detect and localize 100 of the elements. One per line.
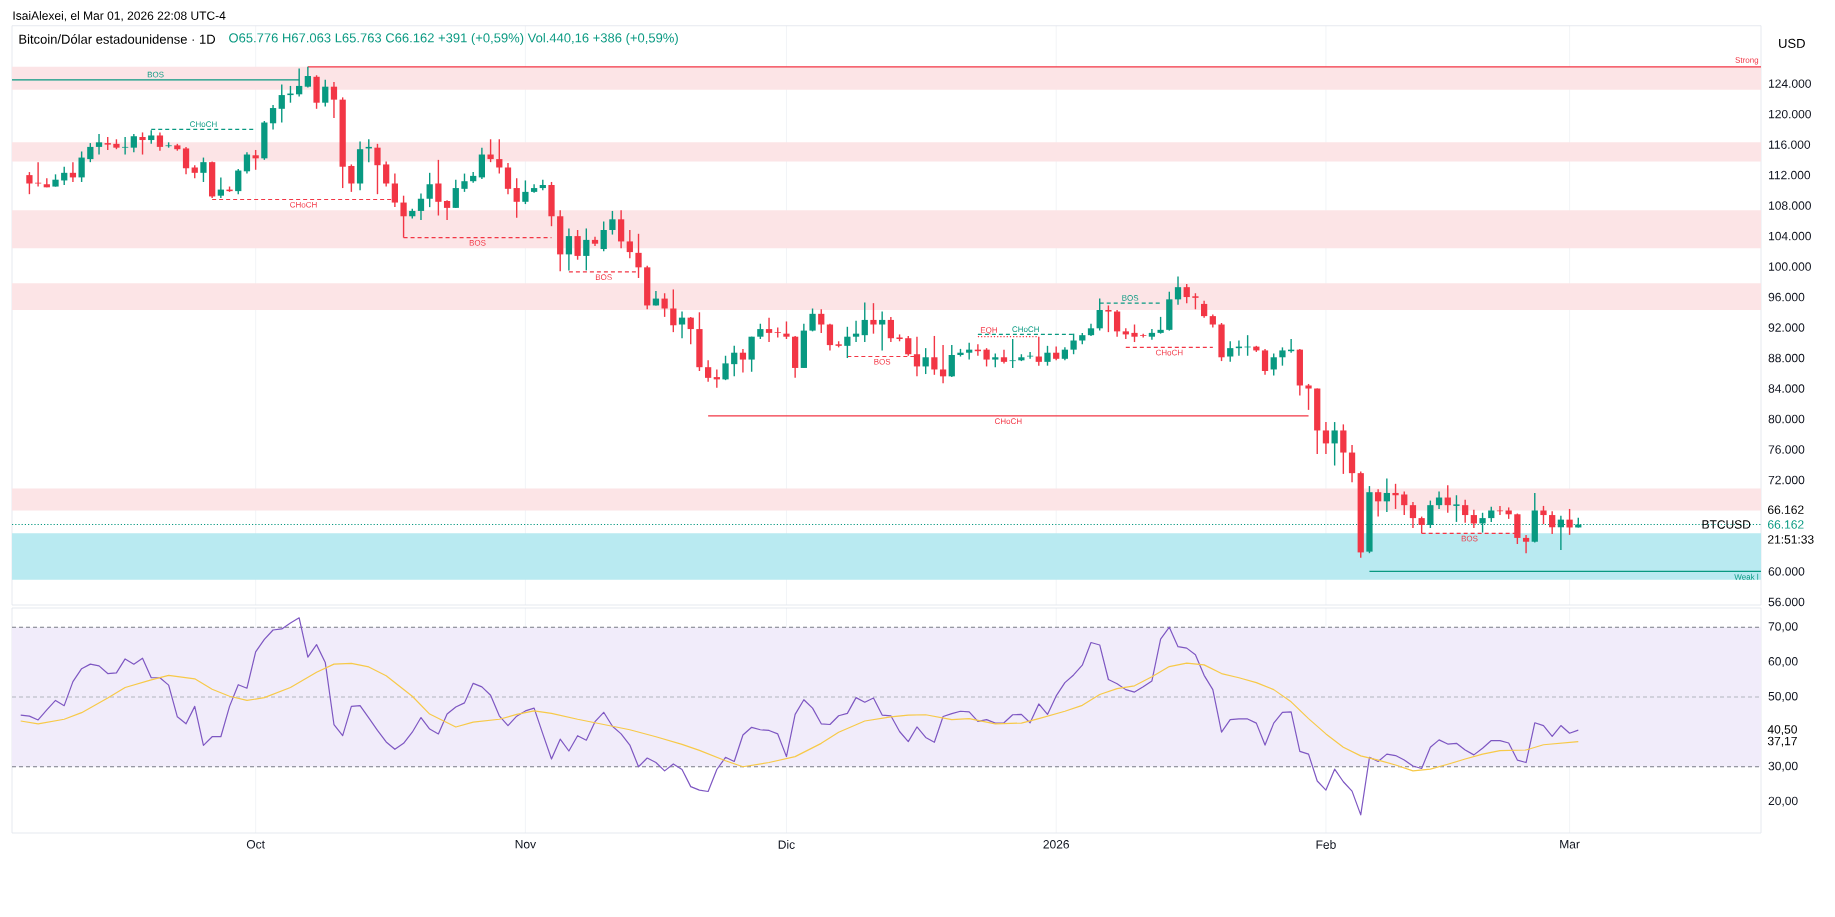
candlestick [330, 81, 338, 119]
y-tick-label: 30,00 [1768, 761, 1798, 772]
text: O65.776 H67.063 L65.763 C66.162 +391 (+0,59%) Vol.440,16 +386 (+0,59%) [229, 32, 678, 46]
candlestick [1462, 499, 1469, 524]
candlestick [931, 335, 938, 376]
candlestick [1409, 501, 1417, 529]
candlestick [200, 156, 207, 183]
candlestick [1383, 477, 1390, 513]
candlestick [156, 131, 164, 152]
candlestick [496, 138, 503, 175]
candlestick [617, 209, 625, 249]
candlestick [661, 292, 668, 318]
candlestick [43, 177, 50, 189]
text: Bitcoin/Dólar estadounidense · 1D [19, 34, 216, 44]
candlestick [217, 176, 224, 199]
annotation: BTCUSD [1702, 520, 1751, 529]
candlestick [1375, 488, 1382, 518]
line-series [20, 662, 1579, 772]
candlestick [1540, 505, 1547, 525]
candlestick [435, 159, 442, 217]
candlestick [748, 336, 755, 373]
series-label: EQH [980, 327, 997, 335]
candlestick [861, 301, 868, 343]
candlestick [452, 178, 459, 209]
candlestick [243, 151, 251, 175]
series-label: CHoCH [994, 418, 1022, 425]
y-tick-label: 124.000 [1768, 79, 1811, 88]
candlestick [913, 336, 921, 378]
candlestick [522, 179, 529, 205]
y-axis-title: USD [1779, 38, 1805, 48]
x-tick-label: Mar [1560, 840, 1580, 849]
y-tick-label: 72.000 [1768, 475, 1805, 485]
y-tick-label: 50,00 [1768, 692, 1798, 702]
y-tick-label: 108.000 [1768, 201, 1811, 210]
y-tick-label: 84.000 [1768, 384, 1805, 393]
candlestick [1183, 283, 1190, 304]
series-label: Strong [1735, 57, 1759, 65]
candlestick [966, 342, 973, 361]
candlestick [1522, 534, 1530, 554]
candlestick [1331, 421, 1338, 467]
candlestick [252, 149, 259, 171]
y-tick-label: 96.000 [1768, 292, 1805, 302]
candlestick [426, 172, 433, 208]
text: IsaiAlexei, el Mar 01, 2026 22:08 UTC-4 [13, 11, 226, 22]
candlestick [1566, 508, 1573, 536]
candlestick [1549, 510, 1556, 535]
candlestick [348, 163, 355, 193]
candlestick [417, 192, 425, 221]
candlestick [879, 310, 886, 352]
candlestick [87, 142, 94, 163]
candlestick [574, 229, 581, 261]
candlestick [687, 316, 694, 346]
candlestick [852, 320, 860, 343]
candlestick [1496, 505, 1504, 516]
y-tick-label: 60.000 [1768, 567, 1805, 576]
series-label: CHoCH [1155, 349, 1183, 356]
candlestick [235, 168, 242, 195]
line-series [20, 617, 1579, 816]
candlestick [670, 288, 677, 333]
candlestick [121, 136, 129, 156]
series-label: CHoCH [290, 201, 317, 208]
candlestick [478, 146, 486, 180]
x-tick-label: Nov [515, 840, 537, 849]
candlestick [1122, 327, 1129, 340]
y-tick-label: 70,00 [1768, 622, 1798, 633]
candlestick [870, 302, 877, 335]
x-tick-label: Dic [778, 840, 795, 849]
annotation: 40,50 [1767, 725, 1797, 736]
series-label: BOS [595, 274, 612, 280]
y-tick-label: 92.000 [1768, 323, 1805, 332]
candlestick [139, 131, 146, 156]
candlestick [739, 348, 747, 374]
candlestick [1261, 348, 1269, 376]
candlestick [1453, 494, 1460, 523]
y-tick-label: 100.000 [1768, 262, 1811, 271]
candlestick [678, 310, 686, 339]
candlestick [1174, 275, 1182, 306]
candlestick [1348, 444, 1356, 483]
x-tick-label: Oct [246, 840, 265, 849]
candlestick [374, 143, 381, 195]
candlestick [269, 104, 277, 131]
annotation: 21:51:33 [1768, 535, 1814, 544]
candlestick [765, 316, 773, 343]
candlestick [983, 347, 990, 368]
candlestick [513, 177, 520, 219]
y-tick-label: 88.000 [1768, 353, 1805, 363]
series-label: BOS [874, 358, 891, 365]
x-tick-label: Feb [1316, 840, 1336, 849]
candlestick [1270, 352, 1277, 377]
candlestick [844, 326, 851, 359]
candlestick [1392, 483, 1399, 510]
candlestick [1026, 351, 1034, 360]
y-tick-label: 112.000 [1768, 170, 1811, 180]
y-tick-label: 76.000 [1768, 445, 1805, 454]
candlestick [278, 83, 285, 124]
candlestick [565, 227, 573, 272]
x-tick-label: 2026 [1043, 840, 1070, 849]
candlestick [1044, 345, 1051, 367]
series-label: BOS [1461, 535, 1478, 542]
y-tick-label: 120.000 [1768, 109, 1811, 119]
